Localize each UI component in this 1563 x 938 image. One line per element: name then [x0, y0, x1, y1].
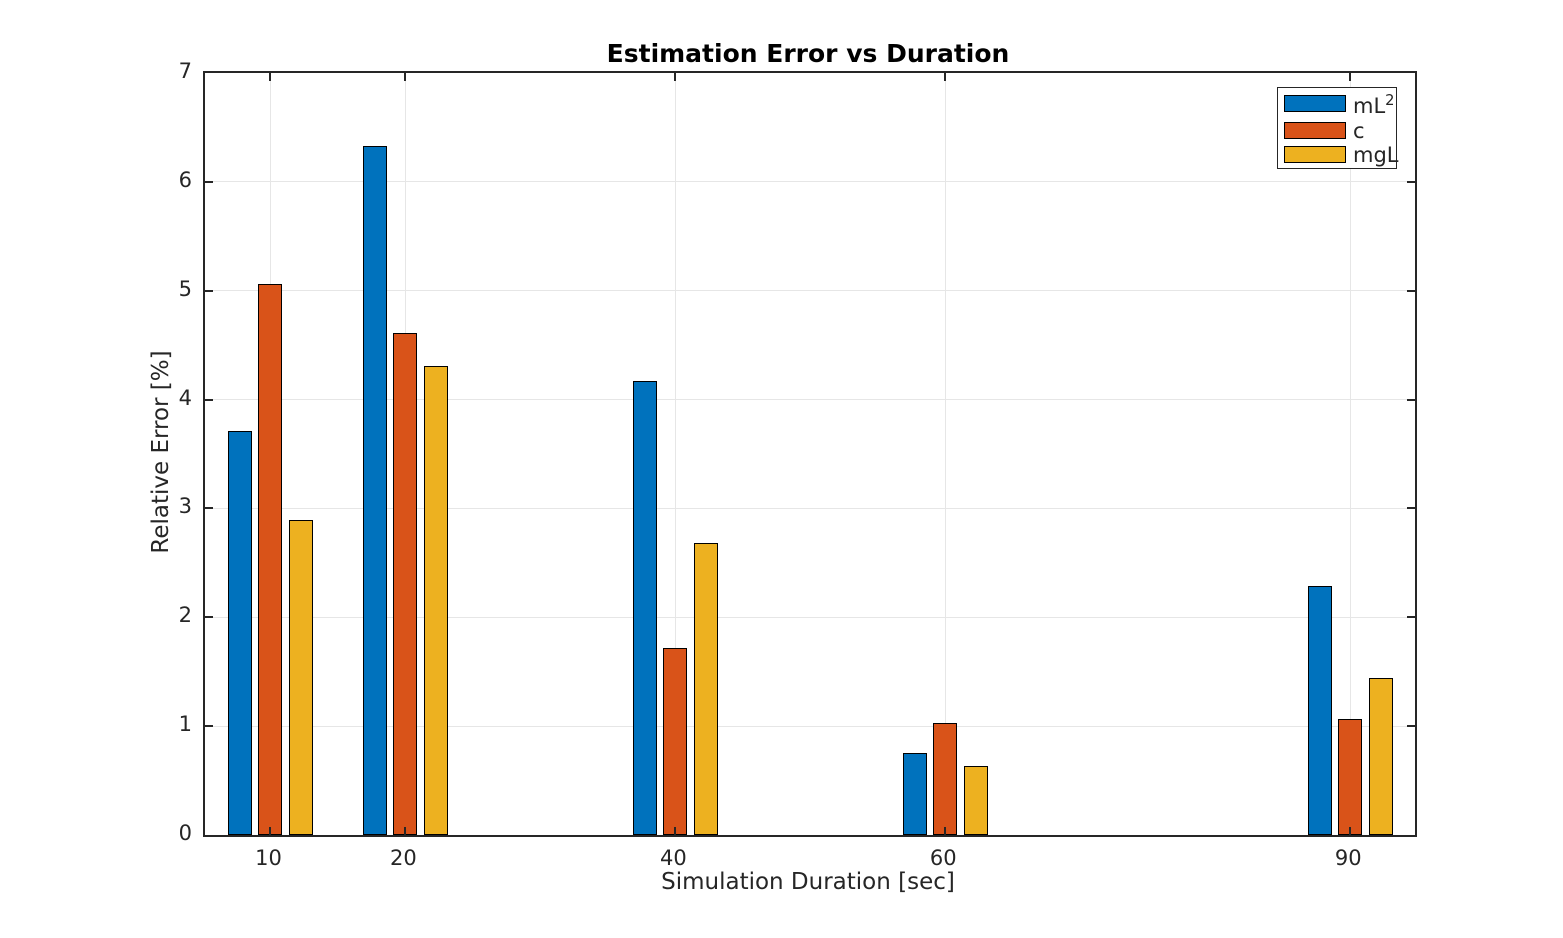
y-tick-mark [205, 289, 213, 292]
y-gridline [205, 616, 1415, 618]
legend: mL2 c mgL [1277, 87, 1399, 169]
y-tick-mark-right [1407, 616, 1415, 619]
plot-area [203, 71, 1417, 837]
bar-mgL-10 [288, 520, 313, 835]
x-tick-mark [674, 827, 677, 835]
y-tick-mark [205, 398, 213, 401]
bar-mgL-20 [423, 365, 448, 835]
y-axis-label: Relative Error [%] [148, 350, 174, 554]
bar-c-40 [663, 647, 688, 835]
y-gridline [205, 399, 1415, 401]
bar-c-60 [933, 722, 958, 835]
bar-mgL-60 [963, 766, 988, 835]
x-tick-label: 20 [390, 846, 417, 870]
x-tick-label: 40 [659, 846, 687, 870]
legend-label-mL^2: mL2 [1353, 92, 1395, 119]
x-tick-label: 10 [255, 846, 282, 870]
x-tick-mark-top [1349, 73, 1352, 81]
chart-title: Estimation Error vs Duration [606, 39, 1010, 68]
y-tick-mark-right [1407, 398, 1415, 401]
legend-item-c: c [1284, 120, 1396, 142]
legend-item-mgL: mgL [1284, 142, 1399, 167]
x-tick-mark [1349, 827, 1352, 835]
y-tick-label: 5 [178, 276, 192, 301]
x-axis-label: Simulation Duration [sec] [661, 869, 955, 895]
y-tick-label: 6 [178, 167, 192, 192]
legend-label-mgL: mgL [1353, 142, 1399, 167]
x-tick-label: 60 [929, 846, 957, 870]
y-tick-label: 0 [178, 821, 192, 845]
y-gridline [205, 290, 1415, 292]
legend-swatch-c [1284, 122, 1346, 139]
y-tick-label: 4 [178, 385, 192, 410]
x-tick-label: 90 [1334, 846, 1362, 870]
bar-c-90 [1338, 718, 1363, 835]
y-tick-mark-right [1407, 725, 1415, 728]
x-gridline [944, 73, 946, 835]
y-gridline [205, 181, 1415, 183]
y-gridline [205, 507, 1415, 509]
x-tick-mark-top [944, 73, 947, 81]
bar-mgL-90 [1368, 678, 1393, 835]
x-gridline [674, 73, 676, 835]
y-tick-mark-right [1407, 289, 1415, 292]
legend-swatch-mL^2 [1284, 95, 1346, 113]
bar-c-10 [258, 284, 283, 835]
y-tick-mark [205, 616, 213, 619]
x-gridline [1349, 73, 1351, 835]
bar-mL^2-20 [363, 145, 388, 835]
y-tick-mark-right [1407, 180, 1415, 183]
y-tick-label: 7 [178, 59, 192, 83]
legend-swatch-mgL [1284, 146, 1346, 164]
x-tick-mark [944, 827, 947, 835]
bar-c-20 [393, 333, 418, 835]
x-tick-mark-top [674, 73, 677, 81]
y-tick-mark [205, 725, 213, 728]
y-tick-mark [205, 507, 213, 510]
bar-mL^2-10 [228, 431, 253, 835]
y-gridline [205, 725, 1415, 727]
x-tick-mark-top [404, 73, 407, 81]
y-tick-label: 3 [178, 494, 192, 519]
y-tick-label: 1 [178, 712, 192, 737]
bar-mgL-40 [693, 543, 718, 835]
x-tick-mark [269, 827, 272, 835]
y-tick-mark-right [1407, 507, 1415, 510]
x-tick-mark-top [269, 73, 272, 81]
y-tick-mark [205, 180, 213, 183]
bar-mL^2-60 [902, 753, 927, 835]
legend-label-c: c [1353, 118, 1365, 143]
y-tick-label: 2 [178, 603, 192, 628]
x-tick-mark [404, 827, 407, 835]
bar-mL^2-90 [1307, 585, 1332, 835]
legend-item-mL^2: mL2 [1284, 90, 1396, 117]
bar-mL^2-40 [633, 381, 658, 835]
